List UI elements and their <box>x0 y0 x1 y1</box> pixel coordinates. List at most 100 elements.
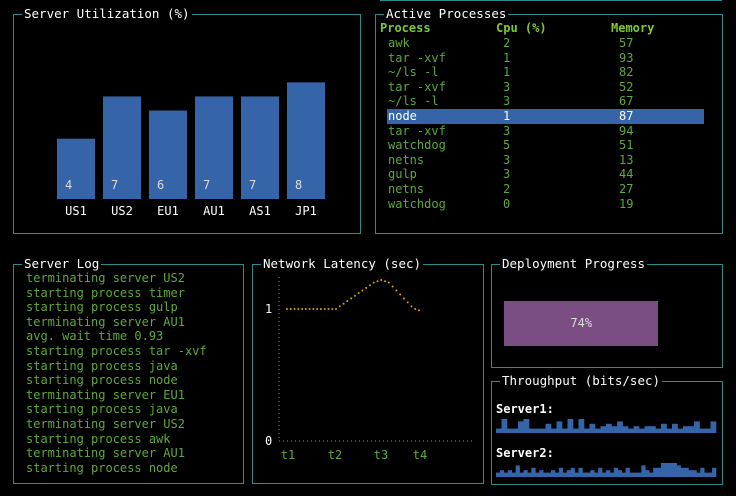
sparkline-bar <box>551 428 557 433</box>
sparkline-bar <box>547 472 552 477</box>
process-row[interactable]: gulp 3 44 <box>376 167 722 182</box>
sparkline-bar <box>527 472 532 477</box>
sparkline-bar <box>578 419 585 433</box>
latency-point <box>376 280 379 283</box>
sparkline-bar <box>562 472 568 477</box>
throughput-panel: Throughput (bits/sec) Server1: Server2: <box>491 373 723 485</box>
process-name-cell: ~/ls -l <box>388 94 439 109</box>
sparkline-bar <box>661 423 667 433</box>
deployment-progress-bar <box>504 301 659 346</box>
log-line: starting process node <box>26 373 178 388</box>
latency-point <box>331 308 334 310</box>
column-header-process[interactable]: Process <box>380 21 431 35</box>
log-line: terminating server US2 <box>26 417 185 431</box>
process-row[interactable]: node 1 87 <box>376 109 722 124</box>
bar-category-label: AU1 <box>203 204 225 218</box>
sparkline-bar <box>641 465 646 477</box>
sparkline-bar <box>633 472 638 477</box>
latency-point <box>391 285 394 288</box>
server-log-title: Server Log <box>22 256 102 272</box>
latency-point <box>286 308 288 310</box>
column-header-memory[interactable]: Memory <box>611 21 655 35</box>
bar-value-label: 7 <box>203 178 210 192</box>
process-row[interactable]: ~/ls -l 1 82 <box>376 65 722 80</box>
bar-value-label: 8 <box>295 178 302 192</box>
process-row[interactable]: tar -xvf 3 52 <box>376 80 722 95</box>
process-cpu-cell: 0 <box>503 196 511 211</box>
column-header-cpu[interactable]: Cpu (%) <box>496 21 547 35</box>
process-name-cell: gulp <box>388 167 417 182</box>
latency-x-tick: t2 <box>328 448 342 462</box>
sparkline-bar <box>594 472 599 477</box>
sparkline-bar <box>523 419 530 433</box>
sparkline-bar <box>531 467 536 477</box>
bar-value-label: 6 <box>157 178 164 192</box>
sparkline-bar <box>582 472 587 477</box>
latency-y-tick: 1 <box>265 302 272 316</box>
latency-point <box>402 297 405 300</box>
sparkline-bar <box>574 472 579 477</box>
latency-point <box>380 278 383 281</box>
bar-au1 <box>195 96 233 199</box>
server2-sparkline <box>496 463 717 477</box>
sparkline-bar <box>621 472 626 477</box>
bar-value-label: 4 <box>65 178 72 192</box>
latency-point <box>293 308 296 310</box>
process-cpu-cell: 1 <box>503 50 511 65</box>
log-line: starting process timer <box>26 285 185 300</box>
latency-point <box>414 308 417 310</box>
sparkline-bar <box>611 426 618 433</box>
server1-sparkline <box>496 419 717 433</box>
sparkline-bar <box>710 421 717 433</box>
sparkline-bar <box>617 421 623 433</box>
sparkline-bar <box>677 428 684 433</box>
process-cpu-cell: 2 <box>503 182 511 196</box>
process-name-cell: netns <box>388 152 425 167</box>
sparkline-bar <box>590 470 595 477</box>
process-row[interactable]: netns 3 13 <box>376 153 722 168</box>
sparkline-bar <box>556 421 563 433</box>
latency-x-tick: t3 <box>374 448 388 462</box>
process-memory-cell: 44 <box>619 167 634 182</box>
latency-point <box>319 308 322 310</box>
process-row[interactable]: ~/ls -l 3 67 <box>376 94 722 109</box>
process-row[interactable]: netns 2 27 <box>376 182 722 197</box>
sparkline-bar <box>567 419 574 433</box>
sparkline-bar <box>507 470 513 477</box>
sparkline-bar <box>534 428 541 433</box>
sparkline-bar <box>606 470 611 477</box>
sparkline-bar <box>523 470 528 477</box>
sparkline-bar <box>692 470 697 477</box>
latency-point <box>418 309 420 312</box>
process-row[interactable]: watchdog 5 51 <box>376 138 722 153</box>
process-row[interactable]: tar -xvf 1 93 <box>376 51 722 66</box>
sparkline-bar <box>554 472 560 477</box>
latency-point <box>353 294 356 297</box>
process-row[interactable]: awk 2 57 <box>376 36 722 51</box>
sparkline-bar <box>661 463 666 477</box>
bar-category-label: AS1 <box>249 204 271 218</box>
sparkline-bar <box>570 467 575 477</box>
latency-y-tick: 0 <box>265 434 272 448</box>
sparkline-bar <box>688 426 695 433</box>
latency-point <box>368 284 371 287</box>
sparkline-bar <box>699 428 706 433</box>
process-name-cell: tar -xvf <box>388 79 446 94</box>
sparkline-bar <box>539 470 544 477</box>
latency-point <box>346 300 349 303</box>
sparkline-bar <box>700 467 705 477</box>
process-row[interactable]: tar -xvf 3 94 <box>376 124 722 139</box>
sparkline-bar <box>589 423 596 433</box>
sparkline-bar <box>613 467 619 477</box>
process-name-cell: awk <box>388 36 410 50</box>
bar-as1 <box>241 96 279 199</box>
sparkline-bar <box>584 428 590 433</box>
sparkline-bar <box>644 426 651 433</box>
sparkline-bar <box>666 428 673 433</box>
process-cpu-cell: 2 <box>503 36 511 50</box>
process-row[interactable]: watchdog 0 19 <box>376 197 722 212</box>
process-memory-cell: 19 <box>619 196 634 211</box>
sparkline-bar <box>606 423 612 433</box>
throughput-title: Throughput (bits/sec) <box>500 373 663 389</box>
bar-value-label: 7 <box>111 178 118 192</box>
